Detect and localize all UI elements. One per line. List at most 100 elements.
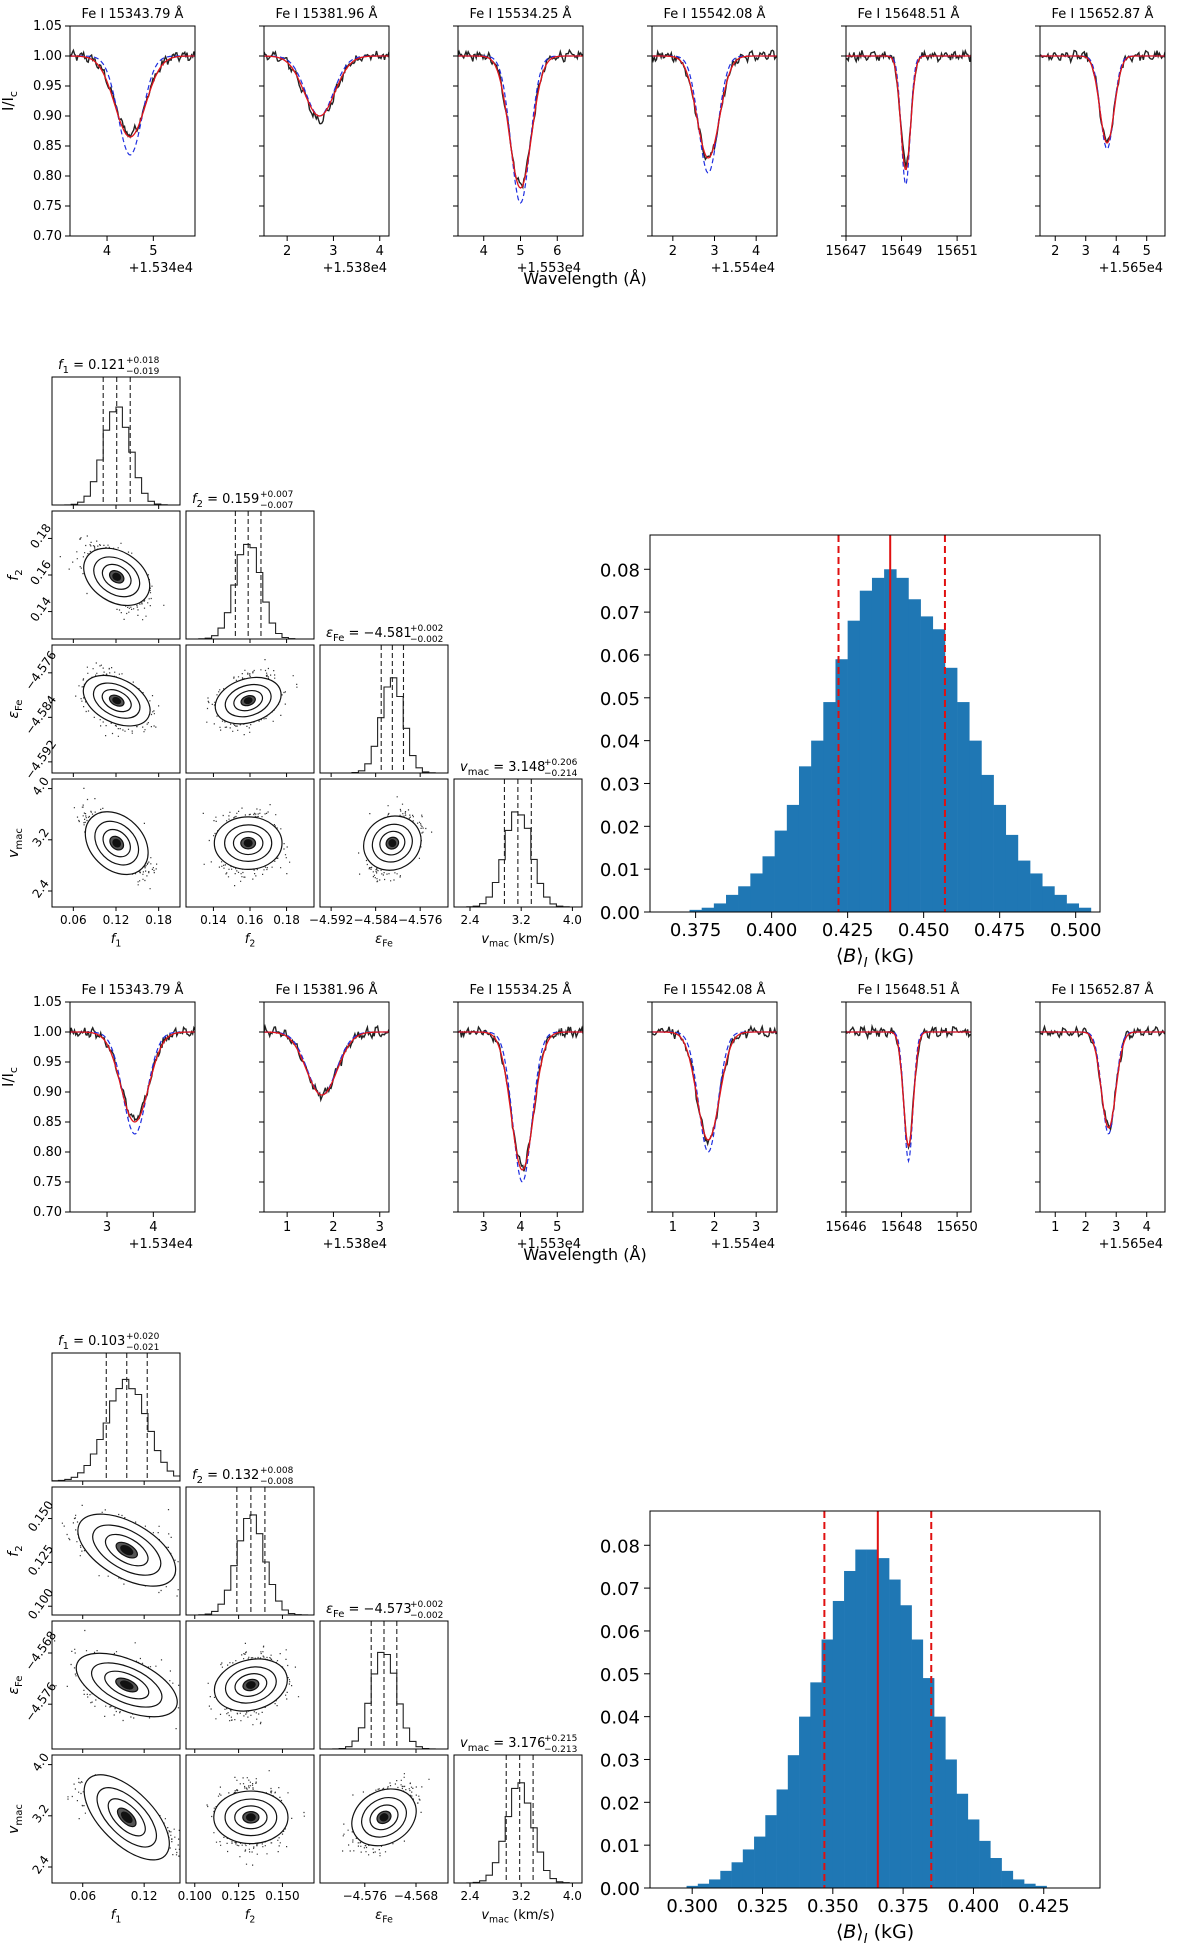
x-offset-label: +1.534e4 [129,261,193,276]
x-tick-label: 0.18 [145,913,172,927]
histogram-bar [934,1716,946,1888]
histogram-bar [871,577,885,912]
x-tick-label: 0.325 [737,1896,789,1917]
marginal-error-lower: −0.214 [544,769,578,779]
x-tick-label: 4 [149,1220,157,1235]
x-tick-label: 15651 [936,244,977,259]
x-offset-label: +1.554e4 [711,261,775,276]
x-offset-label: +1.538e4 [323,1237,387,1252]
magnetic-model-line [458,1031,583,1171]
x-axis-label-text: f2 [245,1908,256,1926]
x-tick-label: 6 [553,244,561,259]
x-tick-label: 5 [553,1220,561,1235]
spectral-curves [458,48,583,204]
x-axis-label: vmac (km/s) [481,1908,554,1926]
x-tick-label: 0.18 [273,913,300,927]
y-axis-label: f2 [6,1545,25,1556]
histogram-bar [944,667,958,912]
y-tick-label: 0.95 [33,79,62,94]
spectral-panel-2-5: Fe I 15648.51 Å 15646 15648 15650 [825,982,977,1235]
x-tick-label: 2.4 [460,1889,479,1903]
x-offset-label: +1.553e4 [517,261,581,276]
x-tick-label: 0.12 [103,913,130,927]
x-tick-label: 3 [329,244,337,259]
spectral-panel-2-1: Fe I 15343.79 Å 3 4 +1.534e4 0.70 0.75 0.80 0.8… [0,982,196,1252]
x-axis-label-text: εFe [375,932,393,950]
contour-core [245,1813,256,1822]
observed-spectrum-line [70,1025,195,1122]
spectral-panel-frame [263,25,390,237]
histogram-bar [859,590,873,912]
x-axis-label: f1 [111,932,122,950]
x-axis-label-text: vmac (km/s) [481,1908,554,1926]
y-tick-label: −4.576 [22,648,59,692]
x-tick-label: −4.576 [343,1889,387,1903]
spectral-panel-title: Fe I 15648.51 Å [858,982,960,998]
histogram-bar [787,1755,800,1888]
spectral-panel-2-2: Fe I 15381.96 Å 1 2 3 +1.538e4 [259,982,390,1252]
histogram-bar [713,903,727,912]
x-tick-label: 15650 [936,1220,977,1235]
histogram-bar [877,1558,890,1888]
y-tick-label: −4.568 [22,1628,59,1672]
x-tick-label: 15649 [881,244,922,259]
magnetic-model-line [652,1031,777,1141]
spectral-panel-title: Fe I 15652.87 Å [1052,6,1154,22]
corner-cell-1-vmac-eps: −4.592 −4.584 −4.576 εFe [309,778,449,950]
x-tick-label: 3 [103,1220,111,1235]
corner-cell-frame [185,1486,315,1616]
spectral-curves [70,48,195,156]
marginal-title: εFe = −4.573+0.002−0.002 [326,1600,443,1621]
x-tick-label: 4.0 [563,913,582,927]
y-tick-label: 0.04 [600,1708,640,1729]
scatter-density [358,796,433,883]
scatter-density [202,804,291,887]
spectral-panel-title: Fe I 15542.08 Å [664,982,766,998]
histogram-bar [697,1883,710,1888]
spectral-panel-frame [263,1001,390,1213]
corner-cell-2-vmac-f2: 0.100 0.125 0.150 f2 [178,1754,315,1926]
magnetic-model-line [264,1031,389,1096]
y-tick-label: 0.06 [600,1622,640,1643]
y-tick-label: 0.80 [33,169,62,184]
corner-cell-1-f1-f1: f1 = 0.121 +0.018−0.019 [51,356,181,509]
x-axis-label: f2 [245,1908,256,1926]
y-tick-label: 0.04 [600,732,640,753]
histogram-frame [649,534,1101,913]
x-tick-label: 3 [752,1220,760,1235]
x-axis-label-field: ⟨B⟩I (kG) [836,945,914,971]
x-axis-label: f2 [245,932,256,950]
x-offset-label: +1.538e4 [323,261,387,276]
spectral-panel-frame [69,1001,196,1213]
contour-core [120,1811,133,1824]
x-tick-label: 4 [1112,244,1120,259]
histogram-bar [701,907,715,912]
corner-cell-frame [319,1754,449,1884]
nonmagnetic-model-line [458,55,583,204]
contour-core [112,696,122,705]
nonmagnetic-model-line [70,1031,195,1135]
x-tick-label: 0.425 [822,920,874,941]
x-tick-label: −4.584 [353,913,397,927]
observed-spectrum-line [264,50,389,125]
x-tick-label: 1 [283,1220,291,1235]
observed-spectrum-line [652,49,777,161]
x-tick-label: 0.475 [974,920,1026,941]
spectral-panel-2-3: Fe I 15534.25 Å 3 4 5 +1.553e4 [453,982,584,1252]
y-tick-label: 0.06 [600,646,640,667]
histogram-bar [811,740,824,912]
x-tick-label: 0.14 [200,913,227,927]
y-tick-label: 0.05 [600,689,640,710]
histogram-bar [1054,894,1067,912]
histogram-bar [981,774,994,912]
x-tick-label: 2 [710,1220,718,1235]
histogram-bar [731,1862,744,1888]
histogram-bar [762,856,775,912]
x-tick-label: 0.12 [131,1889,158,1903]
scatter-density [342,1773,430,1857]
corner-cell-frame [51,1754,181,1884]
spectral-panel-1-6: Fe I 15652.87 Å 2 3 4 5 +1.565e4 [1035,6,1166,276]
